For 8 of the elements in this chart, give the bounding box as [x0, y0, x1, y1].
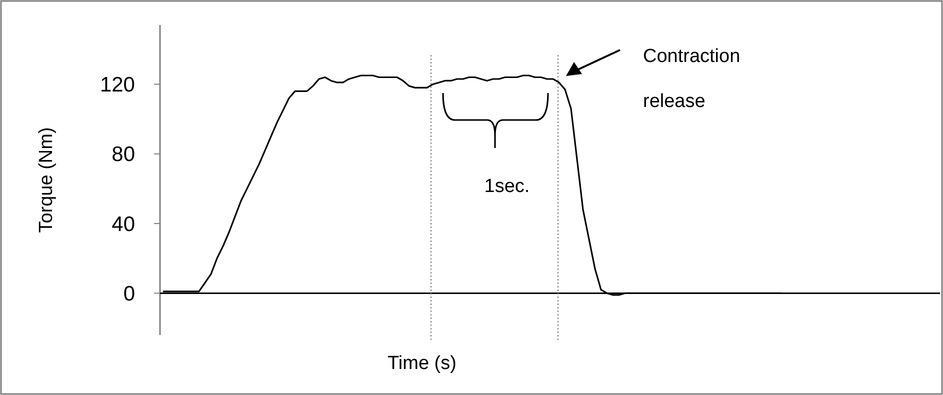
annotation: 1sec. [484, 176, 530, 197]
y-tick-label: 40 [112, 212, 135, 236]
y-tick-label: 120 [100, 74, 135, 97]
y-tick-label: 0 [123, 282, 135, 306]
y-axis-title: Torque (Nm) [36, 127, 57, 233]
x-axis-title: Time (s) [388, 353, 456, 374]
text: Contraction release [643, 46, 740, 112]
y-tick-label: 80 [112, 143, 135, 166]
